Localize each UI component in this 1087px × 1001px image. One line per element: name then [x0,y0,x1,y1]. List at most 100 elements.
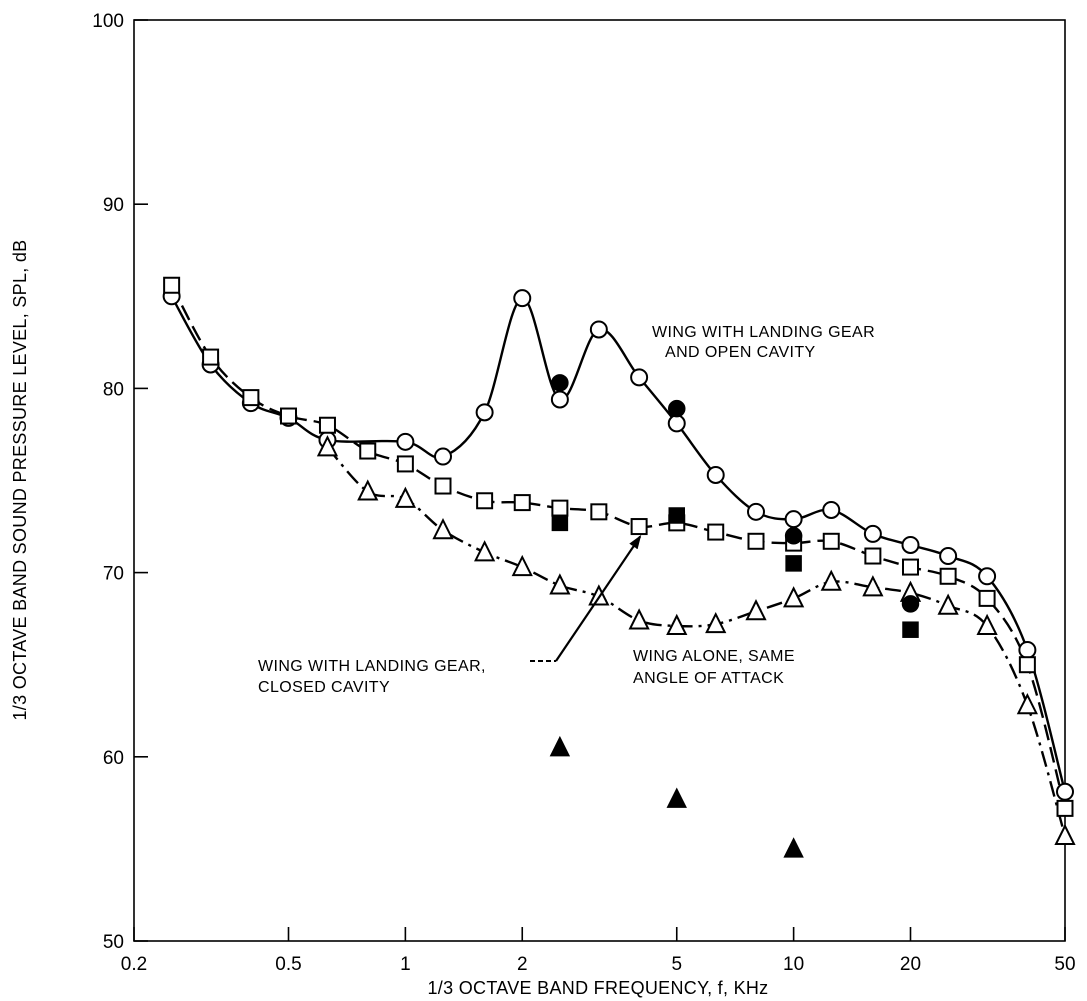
axis-ticks: 0.2 0.5 1 2 5 10 20 50 50 60 70 80 90 100 [92,11,1075,975]
annotation-wing-alone: WING ALONE, SAME ANGLE OF ATTACK [633,648,795,687]
x-tick-label: 0.5 [275,954,301,975]
x-tick-label: 1 [400,954,411,975]
svg-text:CLOSED CAVITY: CLOSED CAVITY [258,679,390,696]
data-point-open-square [630,518,648,536]
data-point-open-square [242,389,260,407]
data-point-open-circle [475,403,494,422]
data-point-open-circle [396,432,415,451]
data-point-open-circle [550,390,569,409]
svg-text:ANGLE OF ATTACK: ANGLE OF ATTACK [633,670,784,687]
data-point-open-triangle [549,573,571,595]
data-point-open-triangle [705,611,727,634]
data-point-open-square [1018,656,1036,674]
series-markers [162,276,1076,858]
y-tick-label: 60 [103,748,124,769]
data-point-open-square [163,276,181,294]
svg-text:WING WITH LANDING GEAR,: WING WITH LANDING GEAR, [258,658,486,675]
data-point-open-square [513,494,531,512]
svg-text:AND OPEN CAVITY: AND OPEN CAVITY [665,344,816,361]
series-curves [170,284,1067,837]
data-point-open-circle [784,510,803,529]
y-tick-label: 100 [92,11,124,32]
data-point-open-triangle [394,486,416,508]
data-point-open-square [280,407,298,425]
data-point-open-square [939,567,957,585]
data-point-filled-square [902,621,919,638]
y-tick-label: 80 [103,379,124,400]
data-point-open-triangle [474,540,496,562]
plot-frame [133,19,1066,942]
data-point-open-square [476,492,494,510]
data-point-open-square [202,348,220,366]
data-point-filled-circle [668,399,686,418]
data-point-open-circle [901,535,920,554]
data-point-open-square [318,416,336,434]
data-point-open-triangle [783,586,805,608]
data-point-open-triangle [820,569,842,591]
data-point-filled-circle [901,595,920,613]
data-point-open-triangle [432,517,454,540]
data-point-filled-triangle [549,735,571,757]
data-point-filled-circle [551,374,569,392]
data-point-open-circle [434,447,453,466]
data-point-open-circle [1056,782,1074,801]
x-tick-label: 10 [783,954,804,975]
data-point-open-triangle [745,599,767,621]
x-tick-label: 20 [900,954,921,975]
x-tick-label: 2 [517,954,528,975]
data-point-filled-square [785,555,802,572]
annotation-closed-cavity-arrow [555,534,642,662]
y-axis-title: 1/3 OCTAVE BAND SOUND PRESSURE LEVEL, SP… [10,240,30,721]
data-point-open-square [822,532,840,550]
data-point-open-triangle [976,613,998,636]
data-point-open-circle [939,547,958,566]
data-point-open-square [901,558,919,576]
data-point-filled-triangle [783,837,804,858]
data-point-open-square [978,589,996,607]
y-tick-label: 70 [103,564,124,585]
data-point-open-triangle [316,435,339,457]
svg-text:WING ALONE, SAME: WING ALONE, SAME [633,648,795,665]
y-tick-label: 90 [103,195,124,216]
data-point-open-triangle [588,584,610,606]
data-point-open-circle [513,289,532,308]
data-point-open-triangle [862,575,884,597]
svg-text:WING WITH LANDING GEAR: WING WITH LANDING GEAR [652,324,875,341]
data-point-filled-triangle [666,787,687,808]
data-point-open-circle [863,524,882,543]
data-point-open-square [590,503,608,521]
data-point-open-triangle [628,608,650,630]
data-point-open-square [359,442,377,460]
data-point-open-square [434,477,452,495]
annotation-open-cavity: WING WITH LANDING GEAR AND OPEN CAVITY [652,324,875,361]
data-point-filled-circle [784,527,803,545]
data-point-open-circle [630,368,649,387]
data-point-open-square [747,532,765,550]
annotation-closed-cavity: WING WITH LANDING GEAR, CLOSED CAVITY [258,658,486,696]
data-point-open-circle [746,502,765,521]
data-point-open-triangle [666,613,688,636]
data-point-open-triangle [937,593,959,615]
data-point-filled-square [668,507,686,524]
y-tick-label: 50 [103,932,124,953]
data-point-open-circle [667,414,686,433]
x-tick-label: 50 [1054,954,1075,975]
x-tick-label: 0.2 [121,954,147,975]
series-line-open-square [170,284,1067,809]
data-point-filled-square [551,514,569,532]
data-point-open-square [396,455,414,473]
data-point-open-circle [978,567,997,586]
data-point-open-square [707,523,725,541]
series-line-open-circle [170,295,1067,793]
data-point-open-circle [822,500,841,519]
data-point-open-triangle [1054,823,1076,846]
data-point-open-circle [1018,640,1037,659]
x-tick-label: 5 [671,954,682,975]
data-point-open-triangle [1016,692,1038,715]
data-point-open-circle [706,465,725,484]
data-point-open-circle [589,320,608,339]
data-point-open-square [864,547,882,565]
x-axis-title: 1/3 OCTAVE BAND FREQUENCY, f, KHz [428,978,769,998]
data-point-open-triangle [357,479,379,501]
